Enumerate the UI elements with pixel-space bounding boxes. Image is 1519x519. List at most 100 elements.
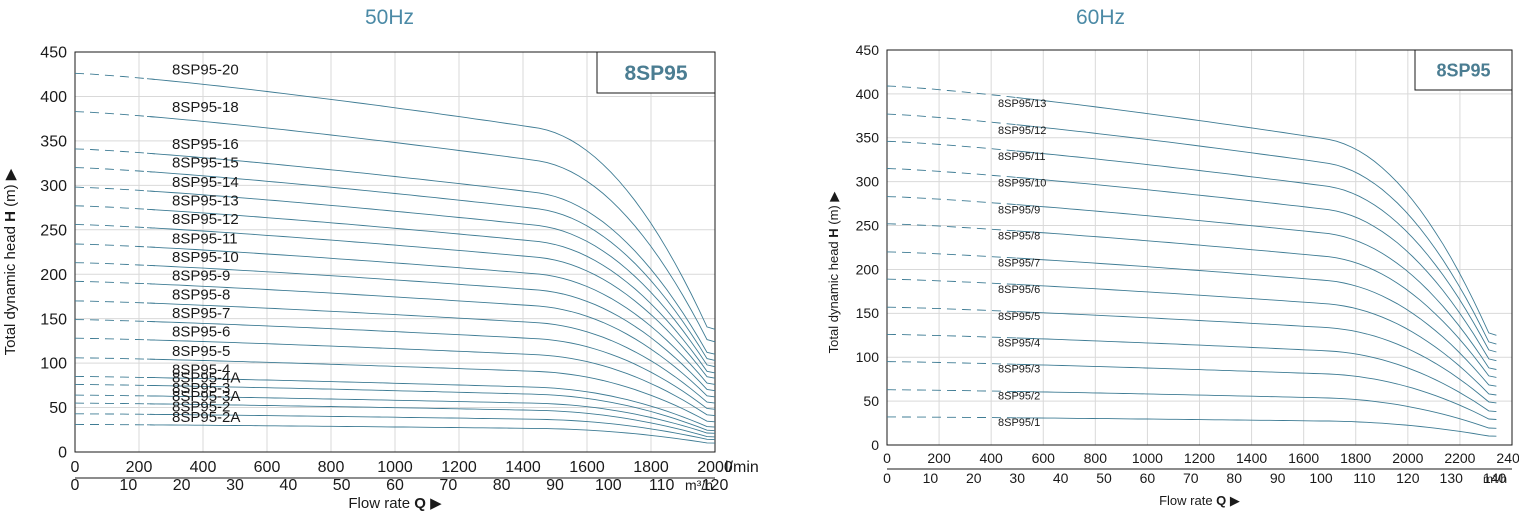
curve-8SP95/5 [1016,311,1497,404]
y-tick-label: 250 [856,217,880,233]
curve-8SP95-11 [146,246,716,385]
curve-label: 8SP95/12 [998,125,1046,137]
curve-8SP95/13 [1016,97,1497,336]
curve-8SP95-13 [146,208,716,374]
y-tick-label: 100 [856,349,880,365]
curve-label: 8SP95-14 [172,174,239,191]
x-unit-label: l/min [725,459,759,476]
x-tick-label: 1400 [1236,450,1267,466]
x-tick-label: 1600 [569,459,605,476]
curve-label: 8SP95-3 [172,380,230,397]
curve-dashed-segment [886,113,1017,126]
curve-8SP95/7 [1016,257,1497,387]
curve-label: 8SP95-4 [172,361,230,378]
x-tick-label: 600 [1032,450,1056,466]
curve-dashed-segment [74,357,156,360]
curve-8SP95/8 [1016,230,1497,378]
curve-dashed-segment [74,300,156,304]
plot-frame [886,49,1513,446]
x-tick-label: 400 [190,459,217,476]
x-tick-label: 600 [254,459,281,476]
y-tick-label: 100 [40,356,67,373]
model-box-label: 8SP95 [624,62,687,85]
curve-dashed-segment [886,223,1017,232]
x-tick-label: 400 [979,450,1003,466]
curve-label: 8SP95-2A [172,409,240,426]
x2-tick-label: 30 [1009,470,1025,486]
x-tick-label: 2200 [1444,450,1475,466]
curve-dashed-segment [74,243,156,248]
x2-tick-label: 130 [1440,470,1464,486]
curve-8SP95/2 [1016,391,1497,429]
x2-tick-label: 70 [439,477,457,494]
curve-label: 8SP95/8 [998,231,1040,243]
x2-tick-label: 110 [1353,470,1376,486]
x2-tick-label: 40 [279,477,297,494]
curve-dashed-segment [74,167,156,173]
curve-dashed-segment [74,72,156,80]
curve-8SP95-5 [146,358,716,423]
curve-8SP95-10 [146,264,716,392]
curve-label: 8SP95/13 [998,98,1046,110]
curve-label: 8SP95/11 [998,151,1046,163]
curve-dashed-segment [886,306,1017,313]
y-tick-label: 300 [40,178,67,195]
x-axis-label: Flow rate Q ▶ [1159,493,1240,508]
curve-8SP95-2 [146,413,716,441]
y-tick-label: 200 [856,261,880,277]
curve-8SP95/12 [1016,124,1497,345]
x2-tick-label: 30 [226,477,244,494]
curve-label: 8SP95-12 [172,211,239,228]
x-tick-label: 1000 [377,459,413,476]
y-tick-label: 200 [40,267,67,284]
x-tick-label: 1400 [505,459,541,476]
x2-tick-label: 80 [493,477,511,494]
y-tick-label: 350 [40,133,67,150]
model-box [596,51,716,94]
curve-label: 8SP95/1 [998,417,1040,429]
curve-label: 8SP95-10 [172,249,239,266]
x2-tick-label: 120 [702,477,729,494]
curve-dashed-segment [74,383,156,386]
curve-8SP95-14 [146,190,716,368]
curve-8SP95/11 [1016,150,1497,353]
curve-label: 8SP95/5 [998,311,1040,323]
curve-dashed-segment [75,413,156,415]
curve-label: 8SP95-15 [172,155,239,172]
curve-dashed-segment [886,140,1017,152]
curve-label: 8SP95-13 [172,192,239,209]
curve-label: 8SP95-6 [172,324,230,341]
x2-tick-label: 0 [71,477,80,494]
curve-label: 8SP95-20 [172,61,239,78]
curve-label: 8SP95-11 [172,230,238,247]
x-tick-label: 200 [927,450,951,466]
x-tick-label: 200 [126,459,153,476]
curve-label: 8SP95-8 [172,287,230,304]
curve-label: 8SP95-16 [172,136,239,153]
x2-tick-label: 20 [966,470,982,486]
curve-8SP95-4A [146,384,716,432]
y-tick-label: 0 [871,437,879,453]
curve-8SP95-7 [146,320,716,410]
curve-label: 8SP95/4 [998,337,1040,349]
x-axis-label: Flow rate Q ▶ [348,495,442,512]
curve-dashed-segment [886,251,1017,259]
x2-tick-label: 90 [1270,470,1286,486]
curve-dashed-segment [74,319,156,323]
curve-8SP95/3 [1016,363,1497,420]
curve-8SP95/4 [1016,337,1497,413]
x-tick-label: 1800 [1340,450,1371,466]
curve-dashed-segment [74,262,156,267]
x-tick-label: 0 [71,459,80,476]
curve-dashed-segment [74,402,156,405]
curve-8SP95-3 [146,395,716,434]
model-box [1414,49,1513,91]
x-tick-label: 1200 [1184,450,1215,466]
curve-dashed-segment [886,196,1017,206]
y-tick-label: 300 [856,174,880,190]
curve-dashed-segment [886,85,1017,98]
curve-dashed-segment [74,148,156,155]
curve-label: 8SP95/7 [998,258,1040,270]
x2-tick-label: 100 [595,477,622,494]
y-tick-label: 450 [40,45,67,62]
